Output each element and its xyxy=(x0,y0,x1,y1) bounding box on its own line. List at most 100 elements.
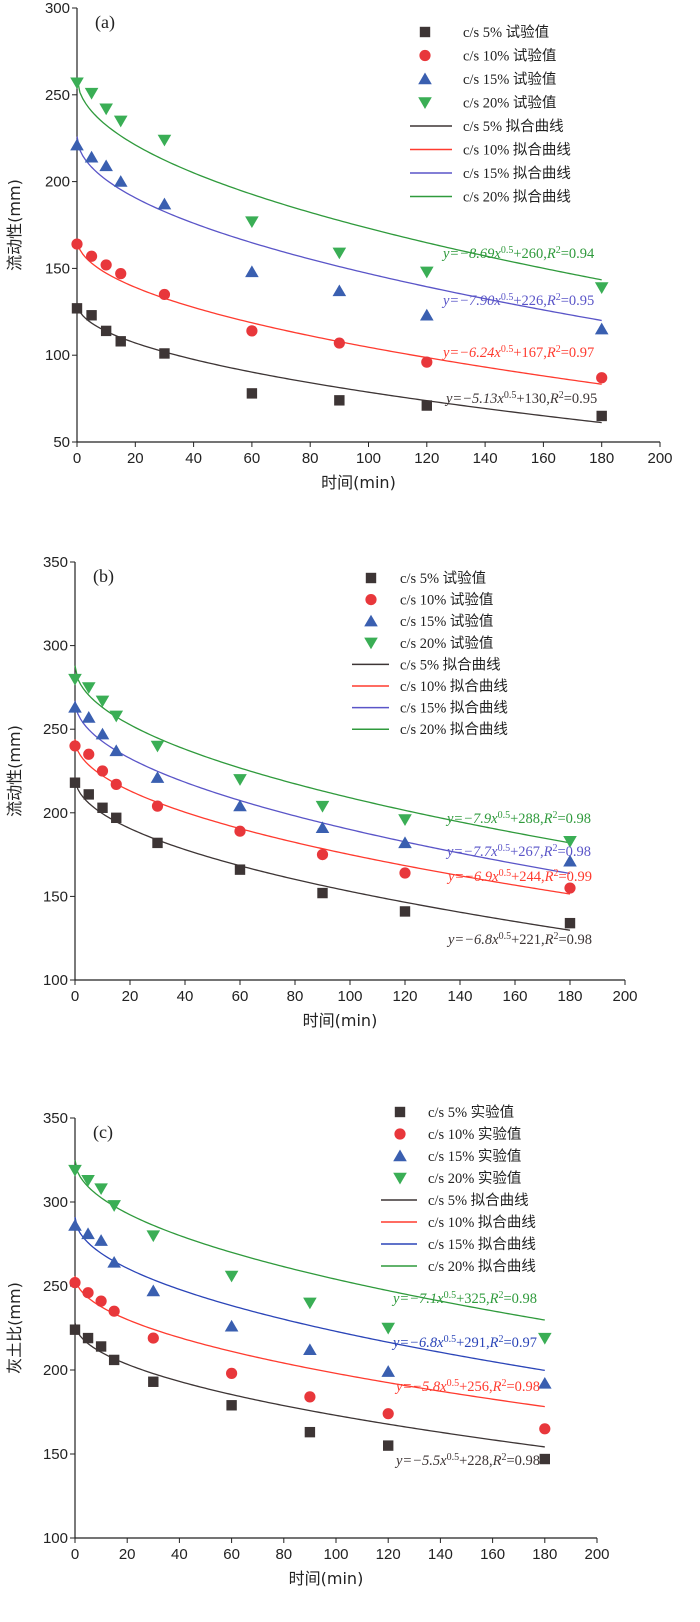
data-point-series-3 xyxy=(81,710,96,723)
legend-label-fit-4: c/s 20% 拟合曲线 xyxy=(463,189,571,206)
data-point-series-1 xyxy=(148,1376,159,1387)
x-tick-label: 80 xyxy=(287,988,304,1005)
data-point-series-3 xyxy=(398,836,412,849)
legend-marker-series-1 xyxy=(394,1106,406,1118)
legend-label-series-4: c/s 20% 试验值 xyxy=(463,95,556,112)
fit-curve-3 xyxy=(74,1216,545,1372)
x-tick-label: 0 xyxy=(71,1546,79,1563)
x-tick-label: 200 xyxy=(584,1546,609,1563)
y-tick-label: 350 xyxy=(43,554,68,571)
legend-label-series-1: c/s 5% 试验值 xyxy=(463,24,549,41)
data-point-series-3 xyxy=(150,771,165,783)
data-point-series-4 xyxy=(538,1332,552,1345)
y-tick-label: 150 xyxy=(45,260,70,277)
x-tick-label: 180 xyxy=(532,1546,557,1563)
data-point-series-1 xyxy=(246,388,258,399)
legend-marker-series-2 xyxy=(394,1128,406,1140)
data-point-series-3 xyxy=(68,700,82,713)
data-point-series-2 xyxy=(69,740,81,752)
data-point-series-1 xyxy=(564,917,576,929)
data-point-series-1 xyxy=(596,410,607,422)
fit-equation-2: y=−6.9x0.5+244,R2=0.99 xyxy=(446,868,592,886)
y-tick-label: 300 xyxy=(43,1194,68,1211)
x-tick-label: 80 xyxy=(302,450,319,467)
data-point-series-2 xyxy=(596,372,608,384)
data-point-series-1 xyxy=(152,837,163,849)
data-point-series-4 xyxy=(113,115,128,128)
data-point-series-1 xyxy=(95,1341,107,1352)
legend-marker-series-2 xyxy=(365,594,377,606)
legend-label-series-4: c/s 20% 实验值 xyxy=(428,1170,521,1187)
fit-equation-3: y=−7.7x0.5+267,R2=0.98 xyxy=(445,843,591,861)
data-point-series-4 xyxy=(315,800,330,813)
y-tick-label: 100 xyxy=(43,1530,68,1547)
panel-label: (b) xyxy=(93,566,114,587)
legend-marker-series-1 xyxy=(419,26,431,38)
chart-panel-b: 0 20 40 60 80 100 120 140 160 180 200 100 150 200 250 3… xyxy=(5,554,638,1030)
x-tick-label: 60 xyxy=(244,450,261,467)
data-point-series-4 xyxy=(70,77,84,90)
data-point-series-2 xyxy=(234,825,246,837)
data-point-series-2 xyxy=(95,1295,107,1307)
legend-marker-series-3 xyxy=(364,614,378,627)
y-tick-label: 250 xyxy=(45,87,70,104)
legend-label-series-2: c/s 10% 试验值 xyxy=(400,592,493,609)
legend-label-fit-3: c/s 15% 拟合曲线 xyxy=(463,165,571,182)
fit-equation-2: y=−6.24x0.5+167,R2=0.97 xyxy=(441,344,594,362)
x-axis-title: 时间(min) xyxy=(289,1569,364,1588)
data-point-series-4 xyxy=(381,1322,395,1335)
data-point-series-1 xyxy=(108,1354,120,1366)
data-point-series-1 xyxy=(334,395,345,406)
y-axis-title: 流动性(mm) xyxy=(5,725,24,817)
legend-marker-series-2 xyxy=(419,49,431,62)
x-tick-label: 140 xyxy=(473,450,498,467)
x-tick-label: 40 xyxy=(177,988,194,1005)
data-point-series-1 xyxy=(304,1426,316,1438)
data-point-series-1 xyxy=(97,802,108,813)
data-point-series-4 xyxy=(563,836,577,848)
legend-label-fit-1: c/s 5% 拟合曲线 xyxy=(463,118,564,135)
data-point-series-3 xyxy=(95,727,110,740)
data-point-series-4 xyxy=(99,103,113,116)
legend-marker-series-4 xyxy=(364,637,378,650)
fit-curve-4 xyxy=(74,665,571,844)
fit-equation-3: y=−7.90x0.5+226,R2=0.95 xyxy=(441,292,594,310)
data-point-series-1 xyxy=(82,1332,94,1344)
y-tick-label: 50 xyxy=(53,434,70,451)
data-point-series-4 xyxy=(420,266,434,279)
y-tick-label: 200 xyxy=(45,174,70,191)
data-point-series-1 xyxy=(71,303,83,314)
x-tick-label: 0 xyxy=(71,988,79,1005)
data-point-series-2 xyxy=(110,778,122,790)
x-tick-label: 20 xyxy=(119,1546,136,1563)
legend-label-fit-1: c/s 5% 拟合曲线 xyxy=(428,1192,529,1209)
data-point-series-2 xyxy=(421,356,433,368)
x-tick-label: 120 xyxy=(414,450,439,467)
legend-marker-series-4 xyxy=(418,97,432,109)
fit-equation-1: y=−5.5x0.5+228,R2=0.98 xyxy=(394,1452,540,1470)
data-point-series-3 xyxy=(303,1343,317,1356)
data-point-series-2 xyxy=(399,867,411,879)
data-point-series-4 xyxy=(146,1230,161,1243)
fit-equation-4: y=−7.9x0.5+288,R2=0.98 xyxy=(445,810,591,828)
data-point-series-4 xyxy=(95,695,110,708)
data-point-series-1 xyxy=(539,1453,550,1465)
data-point-series-2 xyxy=(382,1408,394,1420)
data-point-series-2 xyxy=(147,1332,159,1344)
data-point-series-4 xyxy=(233,774,247,786)
y-tick-label: 250 xyxy=(43,1278,68,1295)
data-point-series-2 xyxy=(333,337,345,349)
data-point-series-3 xyxy=(84,150,99,163)
data-point-series-1 xyxy=(115,336,126,347)
fit-equation-4: y=−7.1x0.5+325,R2=0.98 xyxy=(391,1290,537,1308)
x-tick-label: 40 xyxy=(171,1546,188,1563)
x-tick-label: 140 xyxy=(447,988,472,1005)
legend: c/s 5% 实验值 c/s 10% 实验值 c/s 15% 实验值 c/s 20% … xyxy=(381,1104,536,1275)
legend-label-series-1: c/s 5% 试验值 xyxy=(400,570,486,587)
data-point-series-2 xyxy=(226,1367,238,1379)
x-tick-label: 120 xyxy=(376,1546,401,1563)
data-point-series-4 xyxy=(68,673,82,686)
data-point-series-2 xyxy=(96,765,109,777)
data-point-series-3 xyxy=(538,1376,552,1389)
data-point-series-4 xyxy=(398,814,412,826)
